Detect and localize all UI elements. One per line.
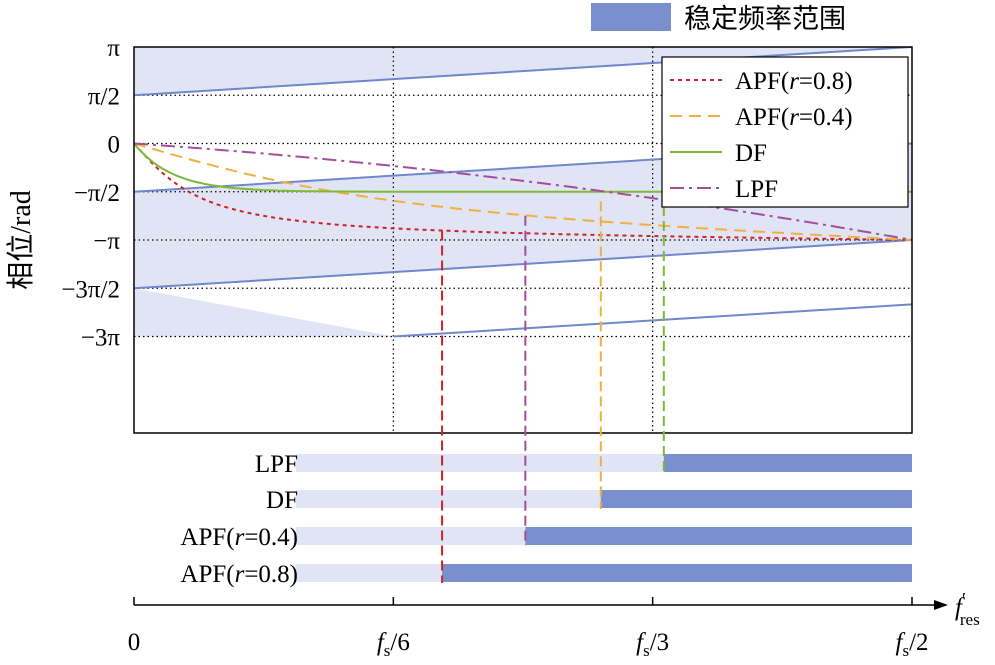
y-tick-label: −3π — [81, 325, 121, 352]
legend-label: DF — [735, 140, 767, 167]
bar-unstable-segment — [295, 490, 601, 508]
stability-bars: LPF DF APF(r=0.4) APF(r=0.8) — [180, 451, 912, 588]
bar-label: APF(r=0.4) — [180, 524, 298, 551]
curve-legend: APF(r=0.8) APF(r=0.4) DF LPF — [661, 56, 909, 208]
y-tick-label: 0 — [108, 132, 121, 159]
y-tick-label: −π/2 — [74, 180, 120, 207]
bar-stable-segment — [600, 490, 912, 508]
bar-unstable-segment — [295, 454, 664, 472]
y-tick-labels: π π/2 0 −π/2 −π −3π/2 −3π — [61, 35, 120, 352]
x-tick-label: fs/2 — [895, 629, 928, 660]
bar-stable-segment — [442, 564, 912, 582]
bar-label: LPF — [255, 451, 298, 478]
stable-range-legend: 稳定频率范围 — [591, 3, 846, 35]
stable-range-legend-swatch — [591, 3, 671, 31]
bar-unstable-segment — [295, 527, 526, 545]
stability-boundary-line — [134, 239, 912, 290]
bar-stable-segment — [525, 527, 912, 545]
y-tick-label: −3π/2 — [61, 276, 120, 303]
y-axis-label: 相位/rad — [4, 190, 37, 290]
bar-unstable-segment — [295, 564, 443, 582]
legend-label: APF(r=0.4) — [735, 104, 853, 131]
stable-range-legend-label: 稳定频率范围 — [684, 4, 846, 35]
x-axis: 0 fs/6 fs/3 fs/2 f′ res — [128, 589, 980, 660]
y-tick-label: π — [107, 35, 120, 62]
curve-lpf — [134, 142, 912, 241]
curve-apf-r-0-8- — [134, 142, 912, 241]
bar-stable-segment — [663, 454, 912, 472]
x-tick-label: 0 — [128, 629, 141, 656]
y-tick-label: π/2 — [88, 83, 120, 110]
y-tick-label: −π — [93, 228, 120, 255]
x-tick-label: fs/3 — [636, 629, 669, 660]
bar-label: APF(r=0.8) — [180, 561, 298, 588]
legend-label: APF(r=0.8) — [735, 68, 853, 95]
x-tick-label: fs/6 — [377, 629, 410, 660]
curve-apf-r-0-4- — [134, 142, 912, 241]
legend-box — [661, 56, 909, 208]
plot-frame — [133, 46, 913, 434]
stability-boundary-line — [134, 47, 912, 97]
stable-region-bottom — [134, 288, 394, 337]
crossing-drop-lines — [441, 191, 665, 583]
bar-label: DF — [266, 487, 298, 514]
stability-boundary-line — [393, 303, 912, 338]
legend-label: LPF — [735, 176, 778, 203]
x-axis-label: f′ res — [955, 589, 980, 629]
